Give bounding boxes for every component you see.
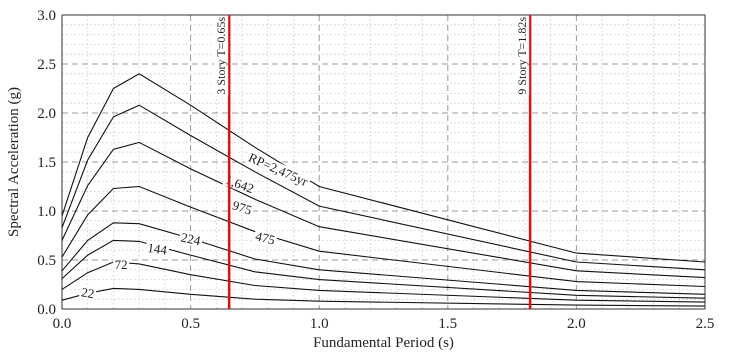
y-tick-label: 0.0 — [37, 302, 56, 318]
curve-label: 475 — [254, 228, 277, 247]
curve-label-group: 22 — [78, 284, 97, 301]
curve-label-group: 1,642 — [222, 172, 258, 196]
y-axis-title: Spectral Acceleration (g) — [6, 87, 22, 237]
period-label-group: 9 Story T=1.82s — [515, 15, 530, 96]
plot-frame — [61, 14, 706, 310]
y-tick-label: 2.5 — [37, 57, 56, 73]
y-tick-label: 2.0 — [37, 106, 56, 122]
curve-label-group: 475 — [252, 228, 278, 248]
series-line — [61, 141, 706, 279]
curve-label: 144 — [147, 240, 169, 258]
period-label-group: 3 Story T=0.65s — [214, 15, 229, 96]
period-label-bg — [214, 15, 229, 96]
x-tick-label: 2.0 — [567, 316, 586, 332]
y-tick-label: 3.0 — [37, 8, 56, 24]
period-label: 9 Story T=1.82s — [515, 17, 529, 95]
period-label-bg — [515, 15, 530, 96]
curve-label-bg — [178, 230, 204, 248]
x-tick-label: 1.5 — [438, 316, 457, 332]
curve-label-bg — [145, 240, 170, 257]
period-label: 3 Story T=0.65s — [214, 17, 228, 95]
x-tick-label: 0.5 — [181, 316, 200, 332]
curve-label-bg — [222, 172, 258, 196]
curve-label-bg — [78, 285, 97, 301]
curve-label-group: 144 — [145, 240, 170, 258]
series-line — [61, 287, 706, 307]
curve-label-group: 72 — [113, 257, 130, 272]
series-line — [61, 261, 706, 303]
curve-label: 975 — [231, 197, 254, 217]
x-tick-label: 2.5 — [696, 316, 715, 332]
curve-label-group: 224 — [178, 230, 204, 249]
curve-label-group: 975 — [229, 197, 255, 218]
series-line — [61, 239, 706, 299]
curve-label-bg — [229, 197, 255, 218]
series-line — [61, 104, 706, 271]
curve-label: 22 — [80, 284, 95, 301]
x-axis-title: Fundamental Period (s) — [313, 335, 454, 351]
curve-label-bg — [245, 149, 312, 190]
y-tick-label: 0.5 — [37, 253, 56, 269]
curve-label: 224 — [180, 230, 203, 249]
x-tick-label: 0.0 — [53, 316, 72, 332]
curve-label-bg — [252, 228, 278, 247]
y-tick-label: 1.0 — [37, 204, 56, 220]
curve-label-bg — [113, 257, 130, 271]
curve-label: 72 — [115, 257, 128, 272]
series-line — [61, 185, 706, 288]
series-line — [61, 73, 706, 263]
x-tick-label: 1.0 — [310, 316, 329, 332]
y-tick-label: 1.5 — [37, 155, 56, 171]
